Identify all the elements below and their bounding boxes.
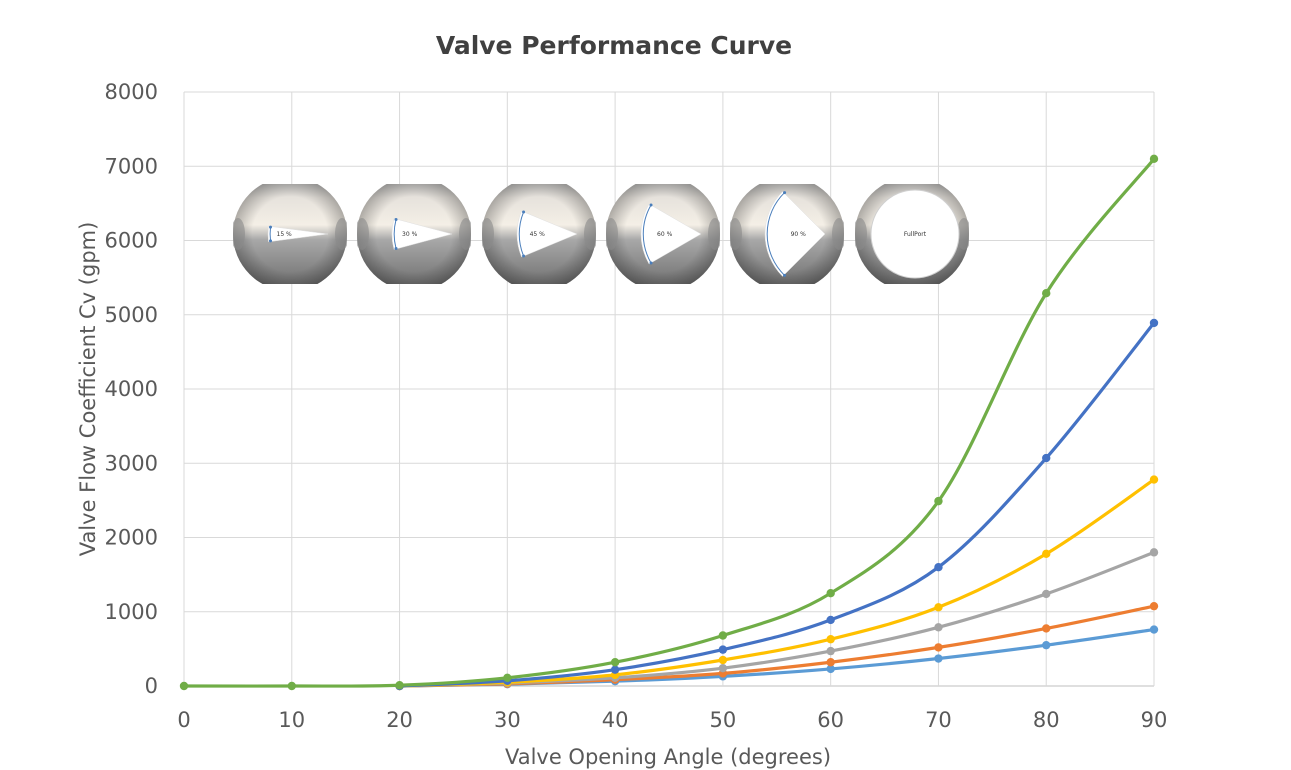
y-axis-label: Valve Flow Coefficient Cv (gpm) (76, 222, 100, 557)
ball-valve-label: 15 % (277, 231, 293, 238)
data-point (1149, 601, 1159, 611)
gridlines (183, 91, 1155, 687)
data-point (1042, 589, 1051, 599)
ball-valve-label: 45 % (530, 231, 546, 238)
x-tick-label: 50 (710, 708, 737, 732)
data-point (934, 563, 943, 572)
ball-valve-images: 15 % 30 % 45 % 60 % 90 % FullPort (233, 184, 969, 284)
y-tick-label: 4000 (105, 377, 158, 401)
x-tick-label: 90 (1141, 708, 1168, 732)
axes: 0 1000 2000 3000 4000 5000 6000 7000 8000 0 10 20 30… (105, 80, 1168, 732)
chart-title: Valve Performance Curve (436, 31, 792, 60)
data-point (934, 654, 943, 663)
port-opening (764, 191, 826, 277)
x-tick-label: 20 (386, 708, 413, 732)
data-point (1042, 549, 1051, 559)
data-point (1149, 475, 1159, 484)
data-point (1042, 289, 1051, 298)
data-point (179, 681, 189, 691)
data-point (1149, 154, 1159, 164)
data-point (503, 673, 512, 683)
data-point (718, 655, 728, 665)
x-tick-label: 60 (817, 708, 844, 732)
data-point (395, 681, 404, 690)
y-tick-label: 3000 (105, 451, 158, 475)
port-opening (267, 225, 329, 243)
ball-valve-label: 60 % (657, 231, 673, 238)
x-tick-label: 30 (494, 708, 521, 732)
ball-valve-label: 90 % (791, 231, 807, 238)
data-point (934, 623, 943, 632)
series-5 (395, 318, 1159, 691)
ball-valve-image: FullPort (855, 184, 969, 284)
x-tick-label: 0 (177, 708, 190, 732)
series-line (182, 157, 1156, 688)
ball-valve-image: 30 % (357, 184, 471, 284)
x-axis-label: Valve Opening Angle (degrees) (505, 745, 831, 769)
data-point (826, 615, 835, 625)
data-point (1149, 548, 1159, 557)
x-tick-label: 70 (925, 708, 952, 732)
data-point (826, 635, 835, 644)
data-point (718, 631, 728, 640)
ball-valve-image: 15 % (233, 184, 347, 284)
data-point (718, 663, 728, 673)
data-point (287, 681, 296, 691)
series-line (397, 477, 1156, 688)
ball-valve-label: 30 % (402, 231, 418, 238)
data-point (1149, 318, 1159, 328)
ball-valve-image: 60 % (606, 184, 720, 284)
y-tick-label: 8000 (105, 80, 158, 104)
series-4 (395, 475, 1159, 691)
data-point (718, 645, 728, 654)
series-line (397, 321, 1156, 688)
data-point (826, 646, 835, 656)
y-tick-label: 5000 (105, 303, 158, 327)
data-point (826, 658, 835, 667)
data-point (934, 643, 943, 652)
data-point (1042, 453, 1051, 463)
y-tick-label: 1000 (105, 600, 158, 624)
port-opening (870, 189, 960, 279)
x-tick-label: 40 (602, 708, 629, 732)
ball-valve-label: FullPort (904, 231, 927, 238)
y-tick-label: 7000 (105, 154, 158, 178)
y-tick-label: 2000 (105, 526, 158, 550)
data-point (610, 665, 620, 674)
series-lines (179, 154, 1159, 691)
data-point (826, 588, 835, 598)
data-point (1042, 640, 1051, 650)
port-opening (391, 218, 453, 250)
y-tick-label: 6000 (105, 229, 158, 253)
ball-valve-image: 90 % (730, 184, 844, 284)
data-point (826, 664, 835, 674)
series-6 (179, 154, 1159, 691)
port-opening (516, 210, 578, 258)
data-point (1042, 624, 1051, 633)
data-point (934, 496, 943, 506)
y-tick-label: 0 (145, 674, 158, 698)
ball-valve-image: 45 % (482, 184, 596, 284)
data-point (934, 603, 943, 612)
data-point (1149, 625, 1159, 634)
data-point (610, 658, 620, 667)
port-opening (640, 203, 702, 265)
x-tick-label: 80 (1033, 708, 1060, 732)
x-tick-label: 10 (278, 708, 305, 732)
